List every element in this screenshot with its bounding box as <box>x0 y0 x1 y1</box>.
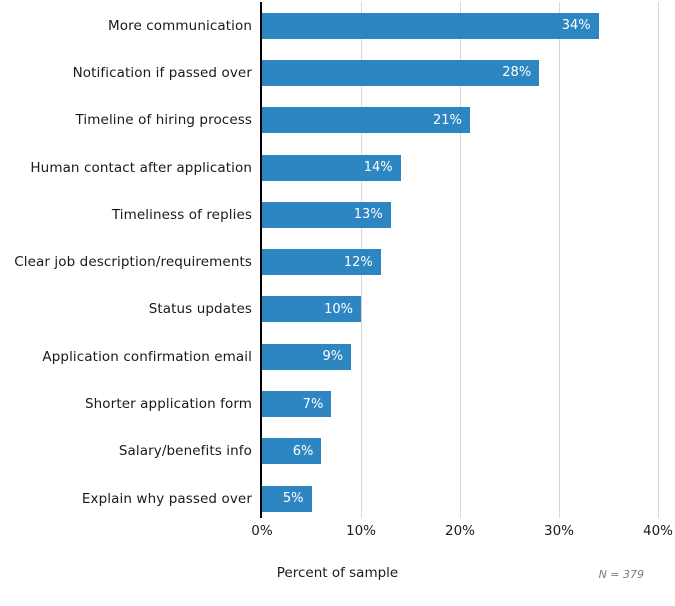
bar: 14% <box>262 154 401 181</box>
bar-track: 6% <box>262 438 658 465</box>
bar-row: Salary/benefits info 6% <box>0 428 675 475</box>
x-tick-label: 40% <box>642 523 674 539</box>
bar-track: 10% <box>262 296 658 323</box>
bar-value-label: 7% <box>302 396 324 412</box>
bar: 5% <box>262 485 312 512</box>
bar-value-label: 28% <box>502 65 532 81</box>
bar-row: Explain why passed over 5% <box>0 475 675 522</box>
category-label: Notification if passed over <box>72 64 252 81</box>
bar-value-label: 14% <box>363 160 393 176</box>
x-tick-label: 20% <box>444 523 476 539</box>
bar-value-label: 13% <box>353 207 383 223</box>
category-label: More communication <box>108 17 252 34</box>
bar-value-label: 9% <box>322 349 344 365</box>
bar-row: Timeline of hiring process 21% <box>0 97 675 144</box>
bar-value-label: 10% <box>324 301 353 317</box>
bar-row: Application confirmation email 9% <box>0 333 675 380</box>
bar: 13% <box>262 201 391 228</box>
bar-track: 34% <box>262 12 658 39</box>
category-label: Application confirmation email <box>42 348 252 365</box>
bar-row: Clear job description/requirements 12% <box>0 238 675 285</box>
x-axis-title: Percent of sample <box>276 565 399 581</box>
bar-row: Human contact after application 14% <box>0 144 675 191</box>
x-tick-label: 10% <box>345 523 377 539</box>
bar: 6% <box>262 438 322 465</box>
bar: 9% <box>262 343 352 370</box>
bar-track: 5% <box>262 485 658 512</box>
bar-value-label: 34% <box>561 18 591 34</box>
bar-row: Status updates 10% <box>0 286 675 333</box>
category-label: Timeliness of replies <box>111 206 252 223</box>
category-label: Clear job description/requirements <box>14 254 252 271</box>
bar-track: 9% <box>262 343 658 370</box>
x-tick-label: 30% <box>543 523 575 539</box>
x-tick-label: 0% <box>251 523 273 539</box>
x-axis-ticks: 0% 10% 20% 30% 40% <box>0 523 675 543</box>
gridline-30 <box>559 2 560 518</box>
category-label: Status updates <box>148 301 252 318</box>
gridline-20 <box>460 2 461 518</box>
bar: 12% <box>262 249 381 276</box>
category-label: Human contact after application <box>30 159 252 176</box>
bar-rows: More communication 34% Notification if pas… <box>0 2 675 522</box>
category-label: Explain why passed over <box>81 490 252 507</box>
bar-track: 13% <box>262 201 658 228</box>
bar: 34% <box>262 12 599 39</box>
sample-size-note: N = 379 <box>598 568 644 581</box>
bar-value-label: 5% <box>282 491 304 507</box>
bar-row: More communication 34% <box>0 2 675 49</box>
category-label: Salary/benefits info <box>118 443 252 460</box>
bar: 21% <box>262 107 470 134</box>
bar-row: Notification if passed over 28% <box>0 49 675 96</box>
bar-row: Shorter application form 7% <box>0 380 675 427</box>
bar-track: 12% <box>262 249 658 276</box>
bar-track: 28% <box>262 59 658 86</box>
bar-track: 14% <box>262 154 658 181</box>
category-label: Shorter application form <box>84 396 252 413</box>
category-label: Timeline of hiring process <box>75 112 252 129</box>
bar: 7% <box>262 391 332 418</box>
bar-track: 21% <box>262 107 658 134</box>
bar-value-label: 12% <box>343 254 373 270</box>
bar-row: Timeliness of replies 13% <box>0 191 675 238</box>
y-axis-line <box>260 2 262 518</box>
bar-value-label: 21% <box>432 112 462 128</box>
bar: 28% <box>262 59 540 86</box>
bar-track: 7% <box>262 391 658 418</box>
bar: 10% <box>262 296 361 323</box>
gridline-40 <box>658 2 659 518</box>
bar-value-label: 6% <box>292 443 314 459</box>
